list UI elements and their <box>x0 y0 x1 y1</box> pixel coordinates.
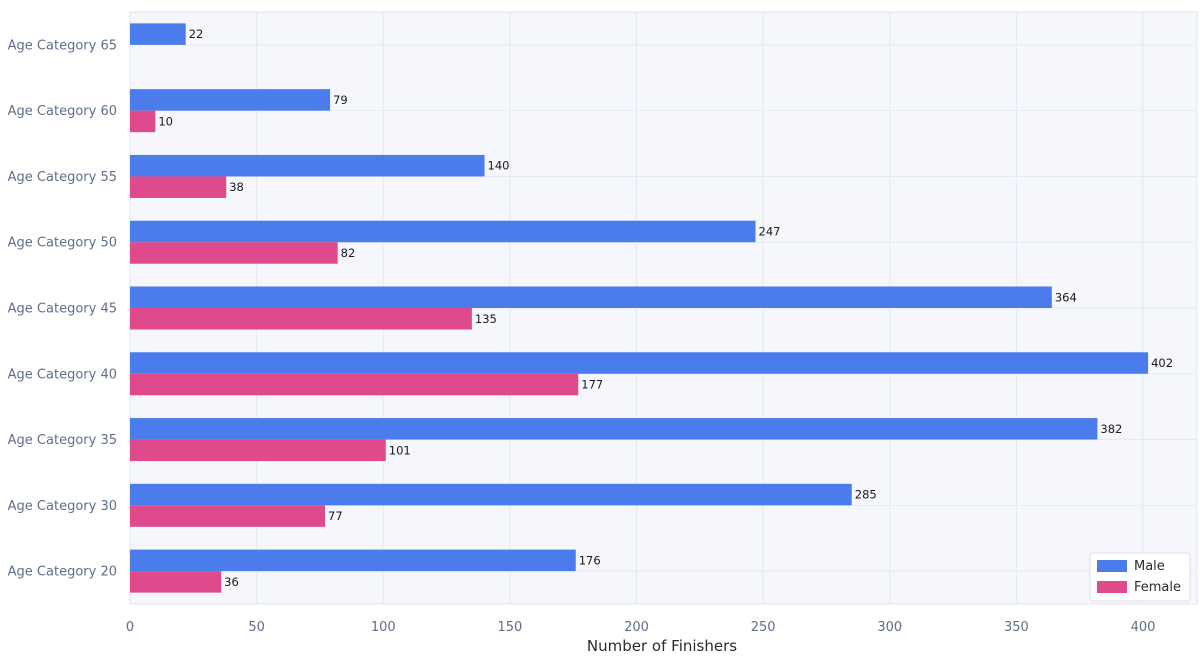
bar-male <box>130 154 485 177</box>
bar-female <box>130 110 156 133</box>
legend-label-male: Male <box>1134 559 1165 574</box>
data-label-female: 82 <box>341 246 356 260</box>
category-label: Age Category 60 <box>8 104 117 119</box>
x-axis-label: Number of Finishers <box>587 637 737 655</box>
data-labels: 176 36 285 77 382 101 402 177 364 135 247 82 140 38 79… <box>158 27 1173 589</box>
x-tick-label: 200 <box>624 620 649 635</box>
x-tick-label: 0 <box>126 620 134 635</box>
x-tick-label: 400 <box>1131 620 1156 635</box>
data-label-female: 38 <box>229 180 244 194</box>
x-tick-label: 50 <box>248 620 265 635</box>
x-tick-label: 100 <box>371 620 396 635</box>
category-label: Age Category 35 <box>8 433 117 448</box>
data-label-male: 364 <box>1055 290 1077 304</box>
data-label-female: 36 <box>224 575 239 589</box>
legend-swatch-male <box>1097 560 1127 572</box>
bar-female <box>130 308 472 330</box>
x-tick-labels: 0 50 100 150 200 250 300 350 400 <box>126 620 1156 635</box>
x-tick-label: 300 <box>877 620 902 635</box>
data-label-male: 285 <box>855 488 877 502</box>
bar-male <box>130 220 756 243</box>
category-label: Age Category 30 <box>8 499 117 514</box>
data-label-male: 247 <box>759 224 781 238</box>
data-label-male: 176 <box>579 553 601 567</box>
category-label: Age Category 40 <box>8 367 117 382</box>
x-tick-label: 350 <box>1004 620 1029 635</box>
category-label: Age Category 55 <box>8 170 117 185</box>
data-label-female: 10 <box>158 114 173 128</box>
bar-male <box>130 352 1149 374</box>
bar-female <box>130 571 222 593</box>
bar-female <box>130 505 326 527</box>
data-label-male: 79 <box>333 93 348 107</box>
bar-male <box>130 23 186 45</box>
data-label-male: 22 <box>189 27 204 41</box>
bar-female <box>130 373 579 396</box>
bar-male <box>130 89 331 111</box>
data-label-female: 101 <box>389 443 411 457</box>
bar-male <box>130 286 1052 308</box>
bars <box>130 23 1149 593</box>
bar-male <box>130 418 1098 440</box>
bar-female <box>130 242 338 264</box>
x-tick-label: 150 <box>497 620 522 635</box>
data-label-female: 177 <box>581 378 603 392</box>
category-labels: Age Category 20 Age Category 30 Age Catego… <box>8 38 117 579</box>
data-label-male: 140 <box>488 159 510 173</box>
bar-female <box>130 439 386 462</box>
category-label: Age Category 20 <box>8 565 117 580</box>
category-label: Age Category 50 <box>8 236 117 251</box>
data-label-male: 402 <box>1151 356 1173 370</box>
bar-female <box>130 176 227 198</box>
legend-label-female: Female <box>1134 580 1181 595</box>
bar-male <box>130 549 576 572</box>
legend-swatch-female <box>1097 581 1127 593</box>
data-label-female: 135 <box>475 312 497 326</box>
x-tick-label: 250 <box>751 620 776 635</box>
bar-male <box>130 483 852 506</box>
legend: Male Female <box>1089 552 1191 602</box>
category-label: Age Category 65 <box>8 38 117 53</box>
category-label: Age Category 45 <box>8 302 117 317</box>
data-label-female: 77 <box>328 509 343 523</box>
data-label-male: 382 <box>1100 422 1122 436</box>
